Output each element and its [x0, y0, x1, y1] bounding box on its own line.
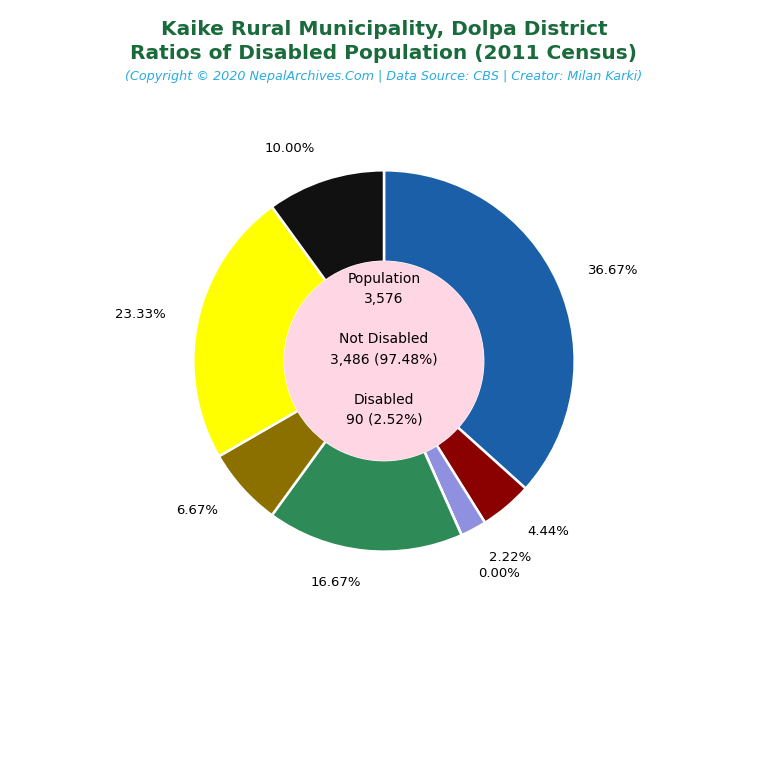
Wedge shape	[219, 411, 326, 515]
Wedge shape	[425, 452, 462, 535]
Circle shape	[285, 262, 483, 460]
Text: 36.67%: 36.67%	[588, 263, 638, 276]
Text: 16.67%: 16.67%	[310, 576, 361, 589]
Text: 4.44%: 4.44%	[528, 525, 569, 538]
Text: (Copyright © 2020 NepalArchives.Com | Data Source: CBS | Creator: Milan Karki): (Copyright © 2020 NepalArchives.Com | Da…	[125, 71, 643, 83]
Text: 6.67%: 6.67%	[176, 504, 218, 517]
Wedge shape	[384, 170, 574, 488]
Wedge shape	[436, 427, 526, 523]
Wedge shape	[425, 445, 485, 535]
Text: 23.33%: 23.33%	[115, 308, 166, 321]
Text: 2.22%: 2.22%	[488, 551, 531, 564]
Wedge shape	[194, 207, 326, 456]
Text: 10.00%: 10.00%	[265, 142, 315, 155]
Text: Kaike Rural Municipality, Dolpa District: Kaike Rural Municipality, Dolpa District	[161, 20, 607, 38]
Text: 0.00%: 0.00%	[478, 567, 521, 580]
Wedge shape	[272, 441, 462, 551]
Text: Population
3,576

Not Disabled
3,486 (97.48%)

Disabled
90 (2.52%): Population 3,576 Not Disabled 3,486 (97.…	[330, 273, 438, 427]
Wedge shape	[272, 170, 384, 281]
Text: Ratios of Disabled Population (2011 Census): Ratios of Disabled Population (2011 Cens…	[131, 45, 637, 63]
